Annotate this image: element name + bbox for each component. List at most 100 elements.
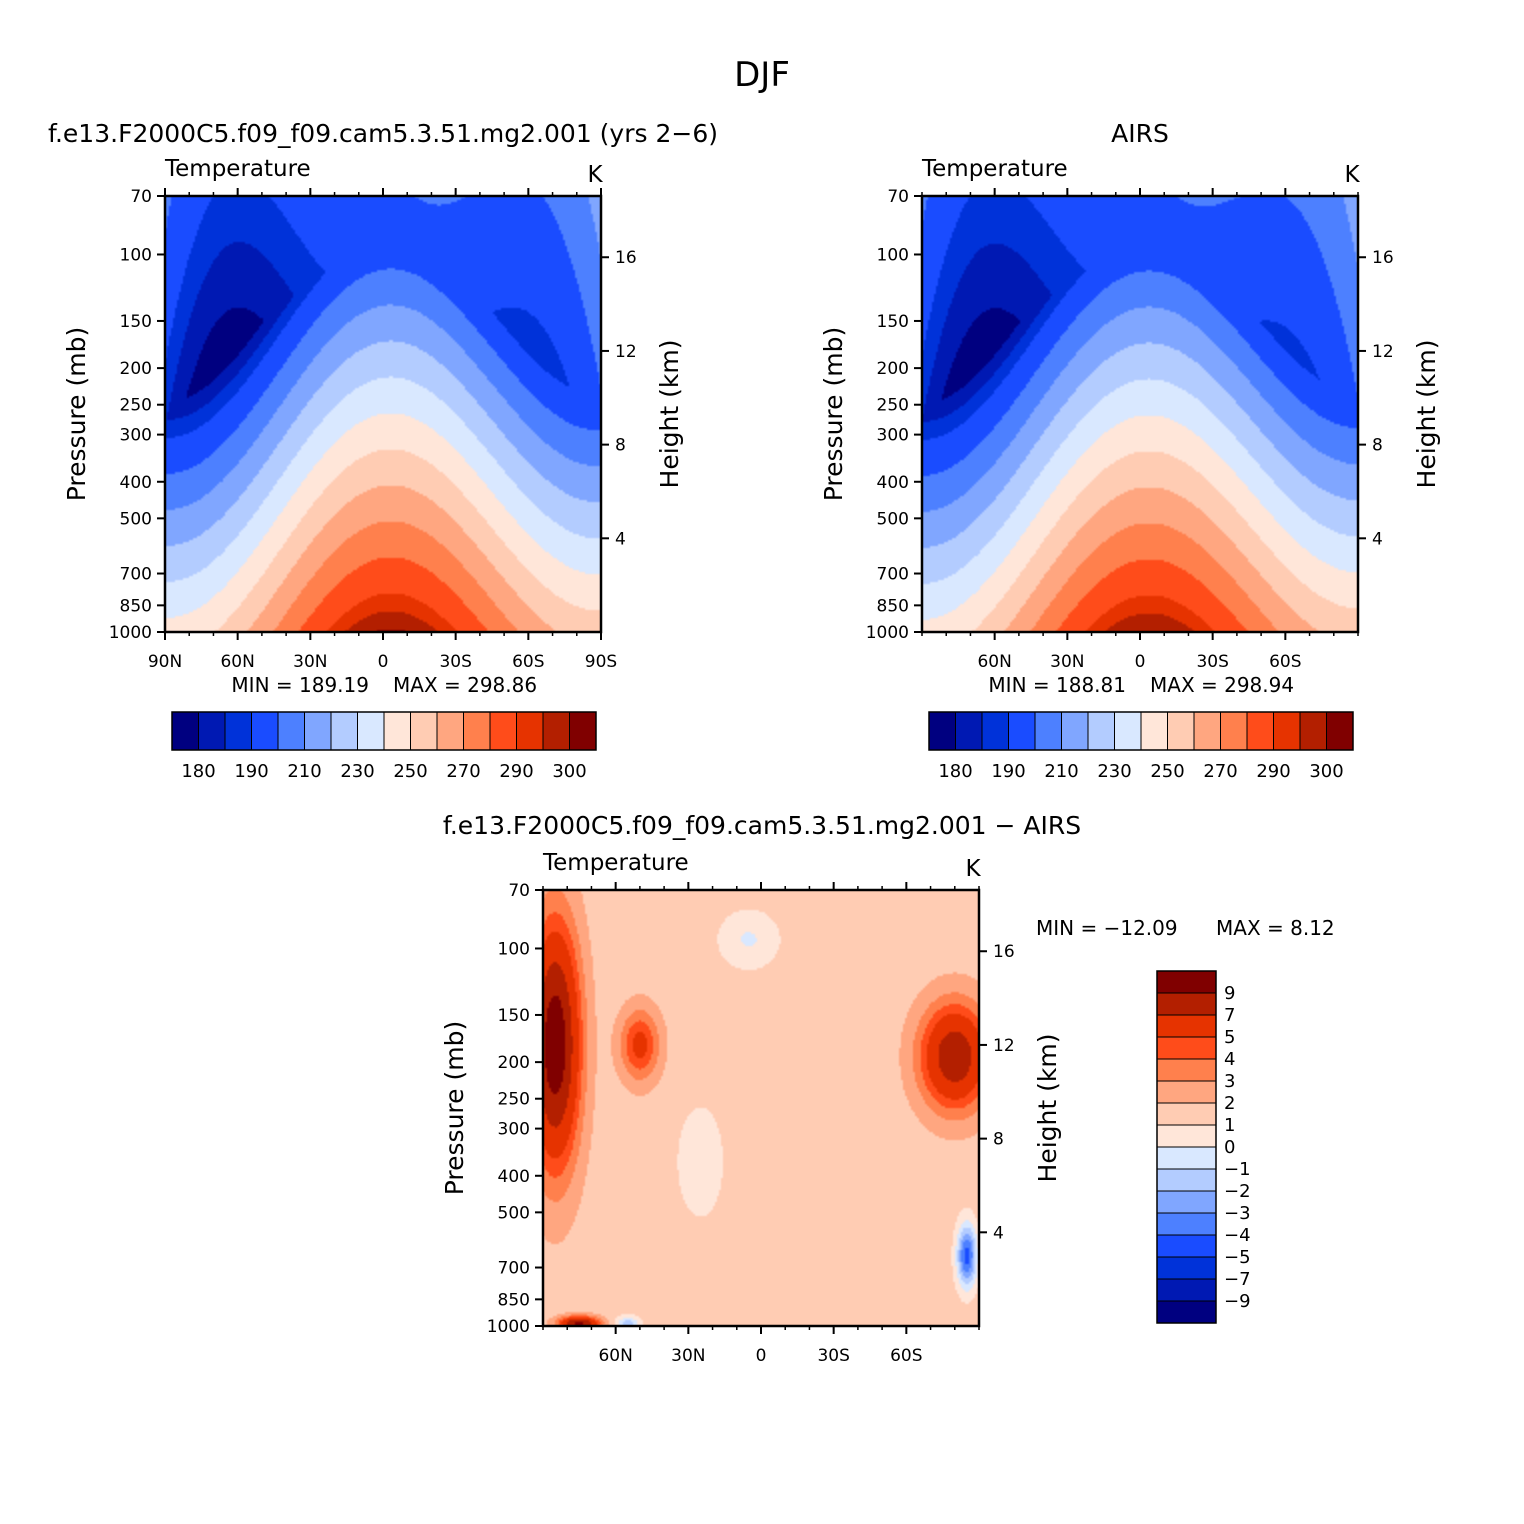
colorbar-box [463, 711, 491, 751]
colorbar-frame [928, 711, 1354, 751]
x-tick-label: 60N [220, 652, 254, 672]
y-tick-label: 400 [877, 473, 909, 493]
colorbar-box [1156, 1146, 1217, 1170]
colorbar-frame [1156, 970, 1217, 1324]
y-tick-label: 850 [877, 596, 909, 616]
colorbar-box [436, 711, 464, 751]
colorbar-box [1193, 711, 1221, 751]
x-tick-label: 60N [977, 652, 1011, 672]
colorbar-label: 180 [938, 761, 972, 782]
x-tick-label: 90N [148, 652, 182, 672]
colorbar-label: −2 [1224, 1181, 1251, 1202]
colorbar-box [1299, 711, 1327, 751]
max-label: MAX = 298.94 [1150, 673, 1294, 697]
colorbar-label: 250 [393, 761, 427, 782]
y-axis-label: Pressure (mb) [819, 327, 848, 501]
colorbar-box [171, 711, 199, 751]
y2-tick-label: 16 [615, 248, 637, 268]
colorbar-box [1114, 711, 1142, 751]
colorbar-label: 250 [1150, 761, 1184, 782]
colorbar-box [304, 711, 332, 751]
colorbar-label: 270 [1203, 761, 1237, 782]
colorbar-box [1156, 1278, 1217, 1302]
colorbar-box [1140, 711, 1168, 751]
colorbar-box [251, 711, 279, 751]
y2-tick-label: 4 [993, 1223, 1004, 1243]
colorbar-box [357, 711, 385, 751]
y-tick-label: 100 [877, 245, 909, 265]
colorbar-box [1167, 711, 1195, 751]
colorbar-box [516, 711, 544, 751]
contour-field [922, 196, 1358, 632]
panel-1: f.e13.F2000C5.f09_f09.cam5.3.51.mg2.001 … [48, 119, 718, 782]
colorbar-box [1156, 1212, 1217, 1236]
x-tick-label: 0 [378, 652, 389, 672]
y-tick-label: 70 [887, 187, 909, 207]
y2-tick-label: 4 [615, 529, 626, 549]
y-axis-label: Pressure (mb) [62, 327, 91, 501]
panel-2: AIRS Temperature K 70 100 150 200 250 300 400 500 7… [819, 119, 1441, 782]
y-tick-label: 200 [877, 359, 909, 379]
colorbar-box [1156, 1168, 1217, 1192]
x-tick-label: 0 [756, 1346, 767, 1366]
colorbar-box [1156, 1124, 1217, 1148]
colorbar-label: 290 [499, 761, 533, 782]
y-tick-label: 500 [877, 509, 909, 529]
colorbar-label: 1 [1224, 1115, 1235, 1136]
units-label: K [587, 162, 603, 188]
y2-tick-label: 8 [615, 436, 626, 456]
colorbar-label: 5 [1224, 1027, 1235, 1048]
colorbar-box [383, 711, 411, 751]
y-tick-label: 850 [120, 596, 152, 616]
colorbar-label: 230 [340, 761, 374, 782]
y2-tick-label: 12 [615, 342, 637, 362]
y2-axis-label: Height (km) [1412, 340, 1441, 489]
x-tick-label: 0 [1135, 652, 1146, 672]
colorbar-box [569, 711, 597, 751]
colorbar-box [489, 711, 517, 751]
colorbar-label: 2 [1224, 1093, 1235, 1114]
y-tick-label: 700 [498, 1259, 530, 1279]
colorbar-box [1061, 711, 1089, 751]
panels: f.e13.F2000C5.f09_f09.cam5.3.51.mg2.001 … [48, 119, 1441, 1366]
max-label: MAX = 298.86 [393, 673, 537, 697]
colorbar-label: −9 [1224, 1291, 1251, 1312]
y-axis-label: Pressure (mb) [440, 1021, 469, 1195]
colorbar-box [1008, 711, 1036, 751]
x-tick-label: 60S [512, 652, 544, 672]
y2-tick-label: 8 [993, 1130, 1004, 1150]
y-tick-label: 70 [130, 187, 152, 207]
colorbar-label: 270 [446, 761, 480, 782]
colorbar-box [1156, 1014, 1217, 1038]
x-tick-label: 60S [1269, 652, 1301, 672]
colorbar-box [410, 711, 438, 751]
colorbar-box [1156, 1102, 1217, 1126]
colorbar-box [1156, 1036, 1217, 1060]
colorbar-box [1326, 711, 1354, 751]
colorbar-box [1156, 970, 1217, 994]
colorbar-label: 4 [1224, 1049, 1235, 1070]
colorbar-box [1156, 1058, 1217, 1082]
y-tick-label: 700 [120, 565, 152, 585]
colorbar-label: −1 [1224, 1159, 1251, 1180]
colorbar-label: 210 [1044, 761, 1078, 782]
x-tick-label: 30S [817, 1346, 849, 1366]
y2-tick-label: 4 [1372, 529, 1383, 549]
units-label: K [1344, 162, 1360, 188]
max-label: MAX = 8.12 [1216, 916, 1335, 940]
y-tick-label: 200 [120, 359, 152, 379]
colorbar-box [1246, 711, 1274, 751]
y-tick-label: 300 [120, 426, 152, 446]
x-tick-label: 30N [671, 1346, 705, 1366]
figure-title: DJF [734, 55, 790, 95]
colorbar-label: 7 [1224, 1005, 1235, 1026]
colorbar: 180 190 210 230 250 270 290 300 [928, 711, 1354, 782]
y2-tick-label: 12 [993, 1036, 1015, 1056]
panel-title: f.e13.F2000C5.f09_f09.cam5.3.51.mg2.001 … [443, 811, 1081, 840]
colorbar-label: 180 [181, 761, 215, 782]
y-tick-label: 100 [120, 245, 152, 265]
colorbar-box [1273, 711, 1301, 751]
y-tick-label: 250 [498, 1090, 530, 1110]
